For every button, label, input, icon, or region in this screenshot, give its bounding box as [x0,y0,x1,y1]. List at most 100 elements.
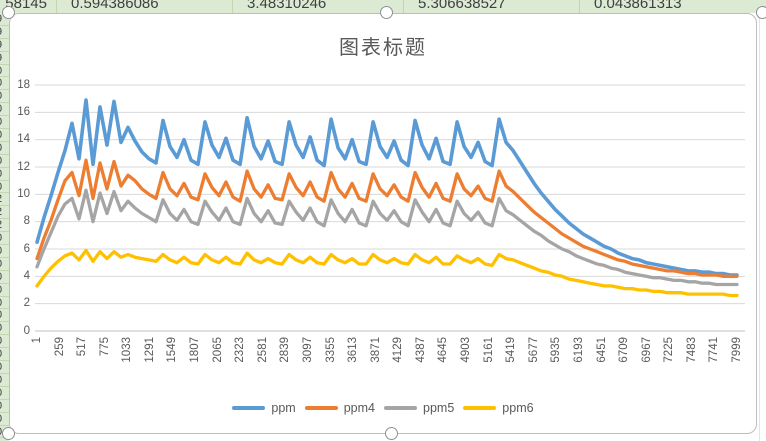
spreadsheet-cell-fragment[interactable]: 0 [0,129,9,142]
x-tick-label: 3613 [347,337,360,363]
cell-value: 0 [0,400,9,412]
selection-handle-top-left[interactable] [2,6,15,19]
spreadsheet-cell-fragment[interactable]: 0 [0,271,9,284]
spreadsheet-cell-fragment[interactable]: 0 [0,90,9,104]
spreadsheet-cell-fragment[interactable]: 0 [0,181,9,194]
x-tick-label: 5935 [550,337,563,363]
x-tick-label: 1291 [143,337,156,363]
series-line-ppm5[interactable] [35,188,739,287]
cell-value: 0 [0,181,9,193]
x-tick-label: 1807 [189,337,202,363]
x-tick-label: 7741 [708,337,721,363]
spreadsheet-cell-fragment[interactable]: 0 [0,361,9,374]
legend-label: ppm [271,401,296,415]
selection-handle-top-right[interactable] [756,6,766,19]
spreadsheet-cell-fragment[interactable]: 9 [0,52,9,65]
x-tick-label: 2839 [279,337,292,363]
spreadsheet-cell-fragment[interactable]: 0 [0,258,9,271]
legend-swatch-ppm [232,406,266,410]
spreadsheet-cell-fragment[interactable]: 0 [0,387,9,400]
spreadsheet-cell-fragment[interactable]: 0 [0,297,9,310]
selection-handle-bottom-middle[interactable] [385,427,398,440]
spreadsheet-cell-fragment[interactable]: 9 [0,26,9,39]
x-tick-label: 4903 [460,337,473,363]
spreadsheet-cell[interactable]: 3.48310246 [233,0,404,13]
spreadsheet-cell-fragment[interactable]: 0 [0,232,9,246]
spreadsheet-cell-fragment[interactable]: 0 [0,65,9,78]
legend-item-ppm[interactable]: ppm [232,401,296,415]
cell-value: 0 [0,322,9,334]
cell-value: 0 [0,348,9,360]
cell-value: 0 [0,426,9,438]
spreadsheet-cell-fragment[interactable]: 0 [0,155,9,168]
cell-value: 9 [0,39,9,51]
spreadsheet-cell-fragment[interactable]: 0 [0,142,9,155]
x-tick-label: 4129 [392,337,405,363]
spreadsheet-cell-fragment[interactable]: 9 [0,13,9,26]
cell-value: 0 [0,258,9,270]
spreadsheet-cell-fragment[interactable]: 0 [0,400,9,413]
x-tick-label: 259 [53,337,66,357]
cell-value: 9 [0,13,9,25]
spreadsheet-cell-fragment[interactable]: 2 [0,219,9,233]
cell-value: 0 [0,77,9,89]
spreadsheet-cell[interactable]: 5.306638527 [404,0,580,13]
y-tick-label: 0 [23,324,30,337]
spreadsheet-left-column[interactable]: 999900000000002220000000000000000 [0,13,9,441]
cell-value: 2 [0,219,9,231]
chart-title[interactable]: 图表标题 [339,37,427,59]
spreadsheet-cell-fragment[interactable]: 0 [0,77,9,91]
spreadsheet-cell-fragment[interactable]: 0 [0,103,9,117]
series-line-ppm4[interactable] [35,158,739,278]
cell-value: 0 [0,297,9,309]
x-tick-label: 6709 [618,337,631,363]
x-tick-label: 2065 [211,337,224,363]
spreadsheet-cell-fragment[interactable]: 0 [0,309,9,323]
spreadsheet-cell[interactable]: 58145 [0,0,57,13]
x-tick-label: 6451 [595,337,608,363]
spreadsheet-cell[interactable]: 0.594386086 [57,0,233,13]
spreadsheet-cell-fragment[interactable]: 0 [0,413,9,426]
y-tick-label: 4 [23,269,30,282]
legend-item-ppm6[interactable]: ppm6 [463,401,534,415]
spreadsheet-cell[interactable]: 0.043861313 [580,0,766,13]
spreadsheet-cell-fragment[interactable]: 0 [0,374,9,387]
x-tick-label: 5161 [482,337,495,363]
spreadsheet-cell-fragment[interactable]: 0 [0,335,9,349]
cell-value: 3.48310246 [247,0,327,12]
x-tick-label: 7483 [685,337,698,363]
spreadsheet-cell-fragment[interactable]: 2 [0,193,9,207]
legend-label: ppm5 [423,401,455,415]
spreadsheet-cell-fragment[interactable]: 0 [0,168,9,181]
cell-value: 0 [0,129,9,141]
cell-value: 2 [0,206,9,218]
x-tick-label: 4645 [437,337,450,363]
spreadsheet-cell-fragment[interactable]: 0 [0,284,9,297]
legend-item-ppm5[interactable]: ppm5 [384,401,454,415]
selection-handle-bottom-left[interactable] [2,427,15,440]
series-line-ppm[interactable] [35,98,739,277]
x-tick-label: 3097 [301,337,314,363]
legend-swatch-ppm5 [384,406,418,410]
x-tick-label: 7999 [731,337,743,363]
spreadsheet-cell-fragment[interactable]: 0 [0,322,9,336]
spreadsheet-cell-fragment[interactable]: 2 [0,206,9,220]
spreadsheet-cell-fragment[interactable]: 0 [0,348,9,362]
x-tick-label: 2581 [256,337,269,363]
cell-value: 0 [0,335,9,347]
selection-handle-top-middle[interactable] [380,6,393,19]
x-tick-label: 5419 [505,337,518,363]
cell-value: 0.594386086 [71,0,159,12]
spreadsheet-cell-fragment[interactable]: 0 [0,245,9,258]
spreadsheet-cell-fragment[interactable]: 9 [0,39,9,52]
cell-value: 0 [0,271,9,283]
series-line-ppm6[interactable] [35,248,739,298]
legend-label: ppm4 [343,401,376,415]
legend-item-ppm4[interactable]: ppm4 [304,401,376,415]
x-tick-label: 3355 [324,337,337,363]
chart-legend: ppm ppm4 ppm5 ppm6 [0,401,766,415]
x-tick-label: 6967 [640,337,653,363]
chart-object[interactable] [9,13,757,434]
spreadsheet-cell-fragment[interactable]: 0 [0,116,9,130]
